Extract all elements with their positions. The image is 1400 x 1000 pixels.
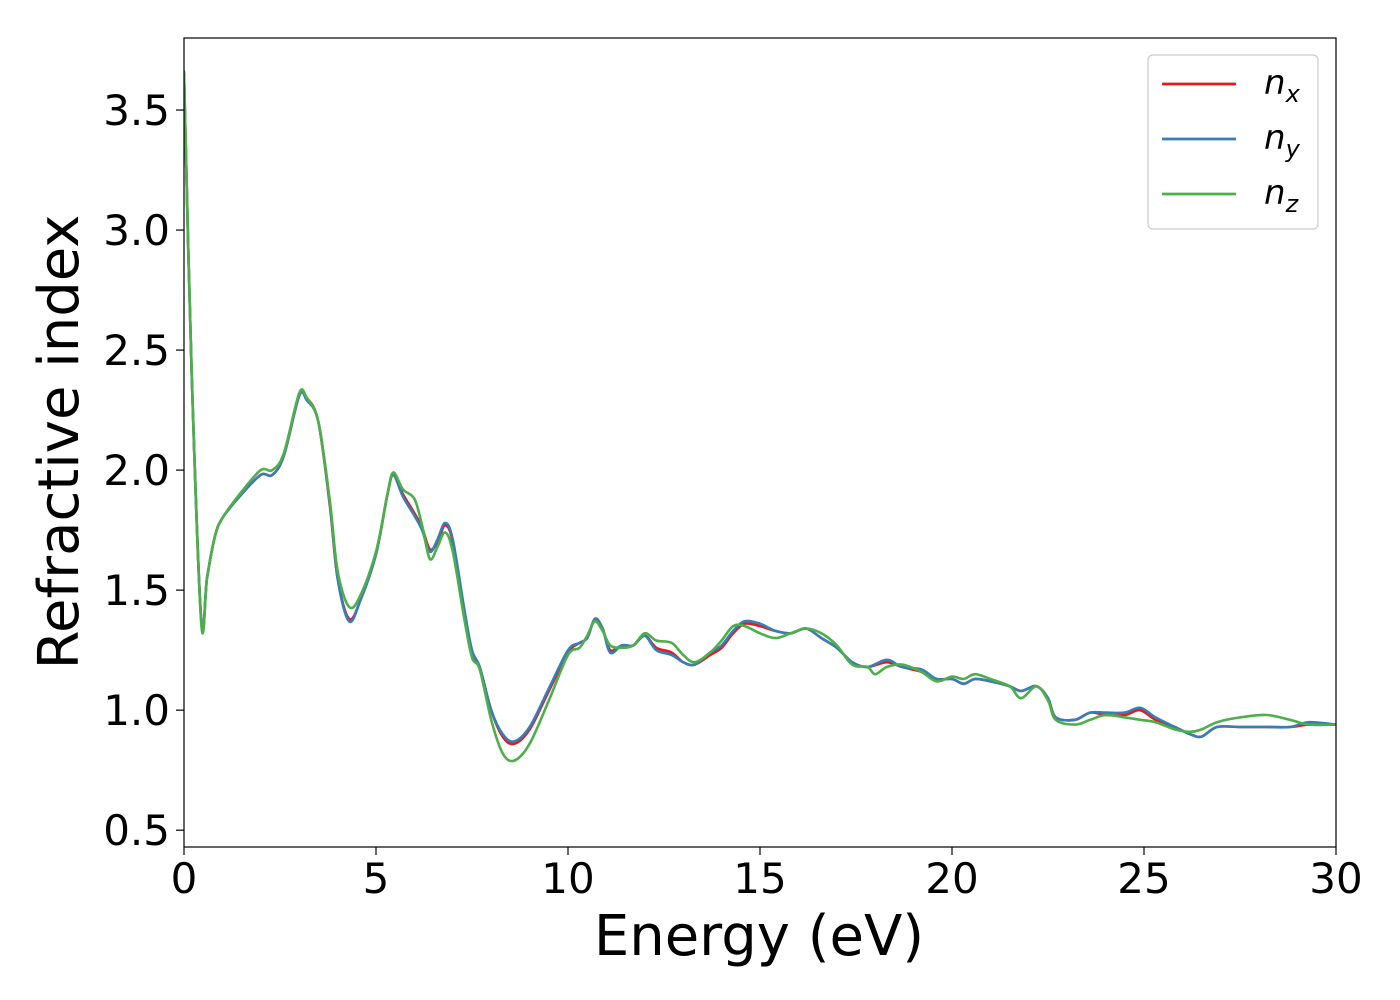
y-tick-label: 2.5 xyxy=(103,326,170,375)
x-tick-label: 15 xyxy=(733,854,786,903)
ticks-layer: 0 5 10 15 20 25 30 0.5 1.0 1.5 2.0 2.5 3.0 3.5 xyxy=(103,86,1363,903)
series-line-nz xyxy=(184,70,1336,763)
x-tick-label: 25 xyxy=(1117,854,1170,903)
x-tick-label: 20 xyxy=(925,854,978,903)
x-tick-label: 5 xyxy=(363,854,390,903)
y-axis-label: Refractive index xyxy=(27,215,92,670)
series-layer xyxy=(184,70,1336,763)
x-tick-label: 10 xyxy=(541,854,594,903)
y-tick-label: 2.0 xyxy=(103,446,170,495)
x-axis-label: Energy (eV) xyxy=(594,904,924,969)
y-tick-label: 3.0 xyxy=(103,206,170,255)
y-tick-label: 1.0 xyxy=(103,686,170,735)
y-tick-label: 0.5 xyxy=(103,806,170,855)
x-tick-label: 0 xyxy=(171,854,198,903)
y-tick-label: 3.5 xyxy=(103,86,170,135)
x-tick-label: 30 xyxy=(1309,854,1362,903)
legend-box xyxy=(1147,54,1319,230)
y-tick-label: 1.5 xyxy=(103,566,170,615)
